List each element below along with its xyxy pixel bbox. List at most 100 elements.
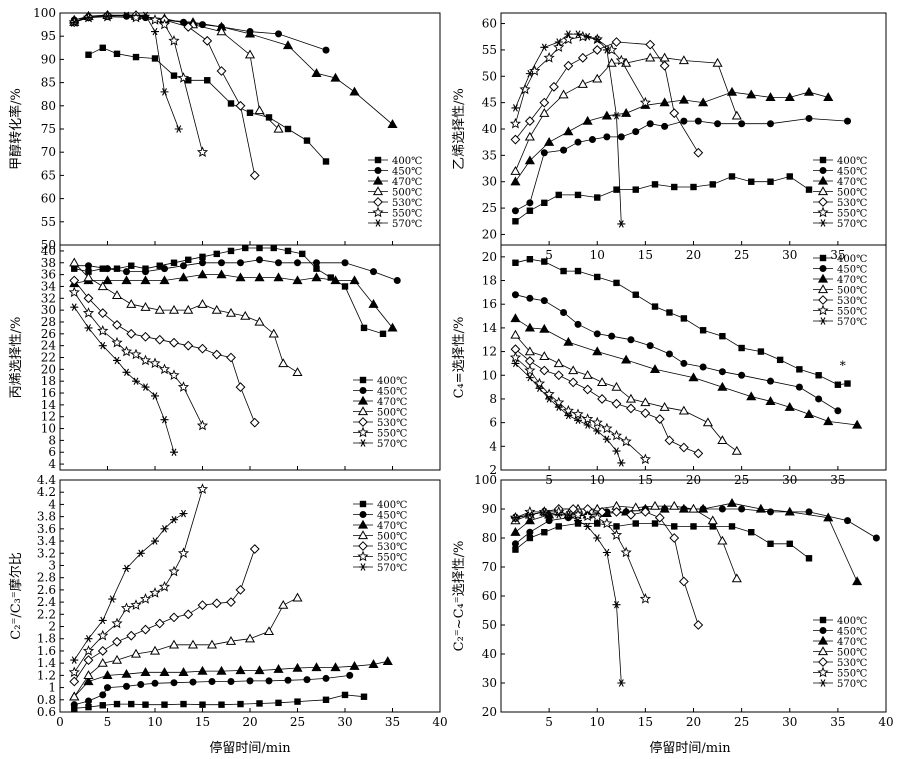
data-point	[872, 534, 880, 542]
data-point	[639, 593, 651, 604]
data-point	[805, 555, 813, 562]
data-point	[709, 523, 716, 530]
data-point	[594, 194, 601, 201]
data-point	[275, 699, 282, 707]
data-point	[170, 515, 178, 524]
y-tick-label: 20	[482, 250, 497, 264]
panel-2: 20 25 30 35 40 45 50 55 60 5 10 15 20 25 30 35 乙烯选择性/% 40…	[452, 12, 887, 262]
y-tick-label: 50	[482, 618, 497, 632]
data-point	[349, 275, 360, 285]
legend-marker	[819, 254, 827, 262]
data-point	[610, 529, 623, 540]
data-point	[639, 453, 651, 465]
series-line	[515, 176, 810, 222]
data-point	[387, 119, 398, 129]
data-point	[97, 646, 108, 656]
panel-1: 50 55 60 65 70 75 80 85 90 95 100 甲醇转化率/% 400℃450℃47…	[8, 6, 441, 252]
y-tick-label: 30	[482, 676, 497, 690]
data-point	[524, 364, 536, 376]
data-point	[168, 639, 180, 649]
legend-label: 450℃	[377, 511, 407, 522]
data-point	[85, 51, 92, 58]
series-470℃	[510, 313, 863, 429]
y-tick-label: 6	[48, 445, 56, 459]
data-point	[151, 55, 159, 62]
y-axis-label: C₂⁼/C₃⁼摩尔比	[8, 552, 24, 639]
y-axis-label: 丙烯选择性/%	[9, 317, 24, 399]
data-point	[597, 394, 607, 404]
annotation: *	[840, 358, 846, 372]
data-point	[368, 299, 379, 308]
data-point	[563, 60, 574, 71]
series-530℃	[69, 10, 260, 181]
data-point	[767, 377, 774, 385]
data-point	[582, 370, 593, 379]
data-point	[601, 422, 613, 434]
data-point	[645, 52, 656, 62]
y-axis-label: C₂⁼~C₄⁼选择性/%	[452, 541, 467, 652]
data-point	[767, 120, 774, 128]
data-point	[591, 511, 603, 523]
y-tick-label: 2	[489, 463, 497, 477]
data-point	[509, 117, 522, 129]
y-tick-label: 30	[482, 175, 497, 189]
legend-label: 530℃	[377, 542, 407, 553]
data-point	[68, 286, 80, 298]
data-point	[717, 535, 728, 545]
data-point	[651, 181, 659, 188]
y-tick-label: 40	[482, 647, 497, 661]
y-tick-label: 100	[33, 6, 56, 20]
series-500℃	[510, 52, 742, 175]
legend-marker	[357, 550, 369, 562]
data-point	[278, 358, 289, 368]
data-point	[169, 337, 179, 348]
data-point	[168, 34, 180, 46]
legend-label: 570℃	[837, 317, 867, 328]
data-point	[349, 86, 360, 96]
data-point	[659, 97, 670, 107]
data-point	[669, 533, 680, 543]
data-point	[83, 655, 94, 666]
data-point	[615, 54, 627, 66]
x-tick-label: 15	[638, 248, 653, 262]
data-point	[726, 497, 738, 507]
data-point	[651, 520, 659, 527]
data-point	[368, 659, 379, 669]
data-point	[225, 307, 237, 317]
data-point	[227, 677, 235, 685]
data-point	[98, 341, 107, 350]
data-point	[140, 301, 151, 311]
data-point	[844, 117, 851, 125]
data-point	[140, 331, 151, 342]
data-point	[379, 330, 387, 338]
data-point	[649, 500, 661, 510]
data-point	[678, 503, 689, 513]
legend-marker	[359, 563, 367, 571]
legend-marker	[373, 197, 383, 207]
data-point	[640, 506, 651, 517]
data-point	[593, 35, 602, 44]
data-point	[852, 576, 863, 586]
panel-5: 0.60.811.21.41.61.822.22.42.62.833.23.43…	[8, 473, 448, 729]
data-point	[746, 391, 757, 401]
data-point	[731, 445, 742, 455]
data-point	[183, 609, 194, 620]
series-line	[73, 280, 256, 423]
legend-marker	[357, 406, 369, 416]
data-point	[139, 354, 152, 366]
legend-label: 470℃	[837, 637, 867, 648]
data-point	[159, 275, 170, 285]
data-point	[246, 109, 254, 116]
data-point	[718, 505, 726, 513]
data-point	[292, 367, 303, 376]
data-point	[510, 176, 521, 186]
x-axis-label-2: 停留时间/min	[649, 740, 731, 756]
data-point	[265, 677, 273, 685]
data-point	[524, 515, 535, 525]
data-point	[197, 343, 208, 354]
data-point	[510, 134, 521, 145]
data-point	[83, 293, 94, 304]
legend-label: 450℃	[377, 387, 407, 398]
